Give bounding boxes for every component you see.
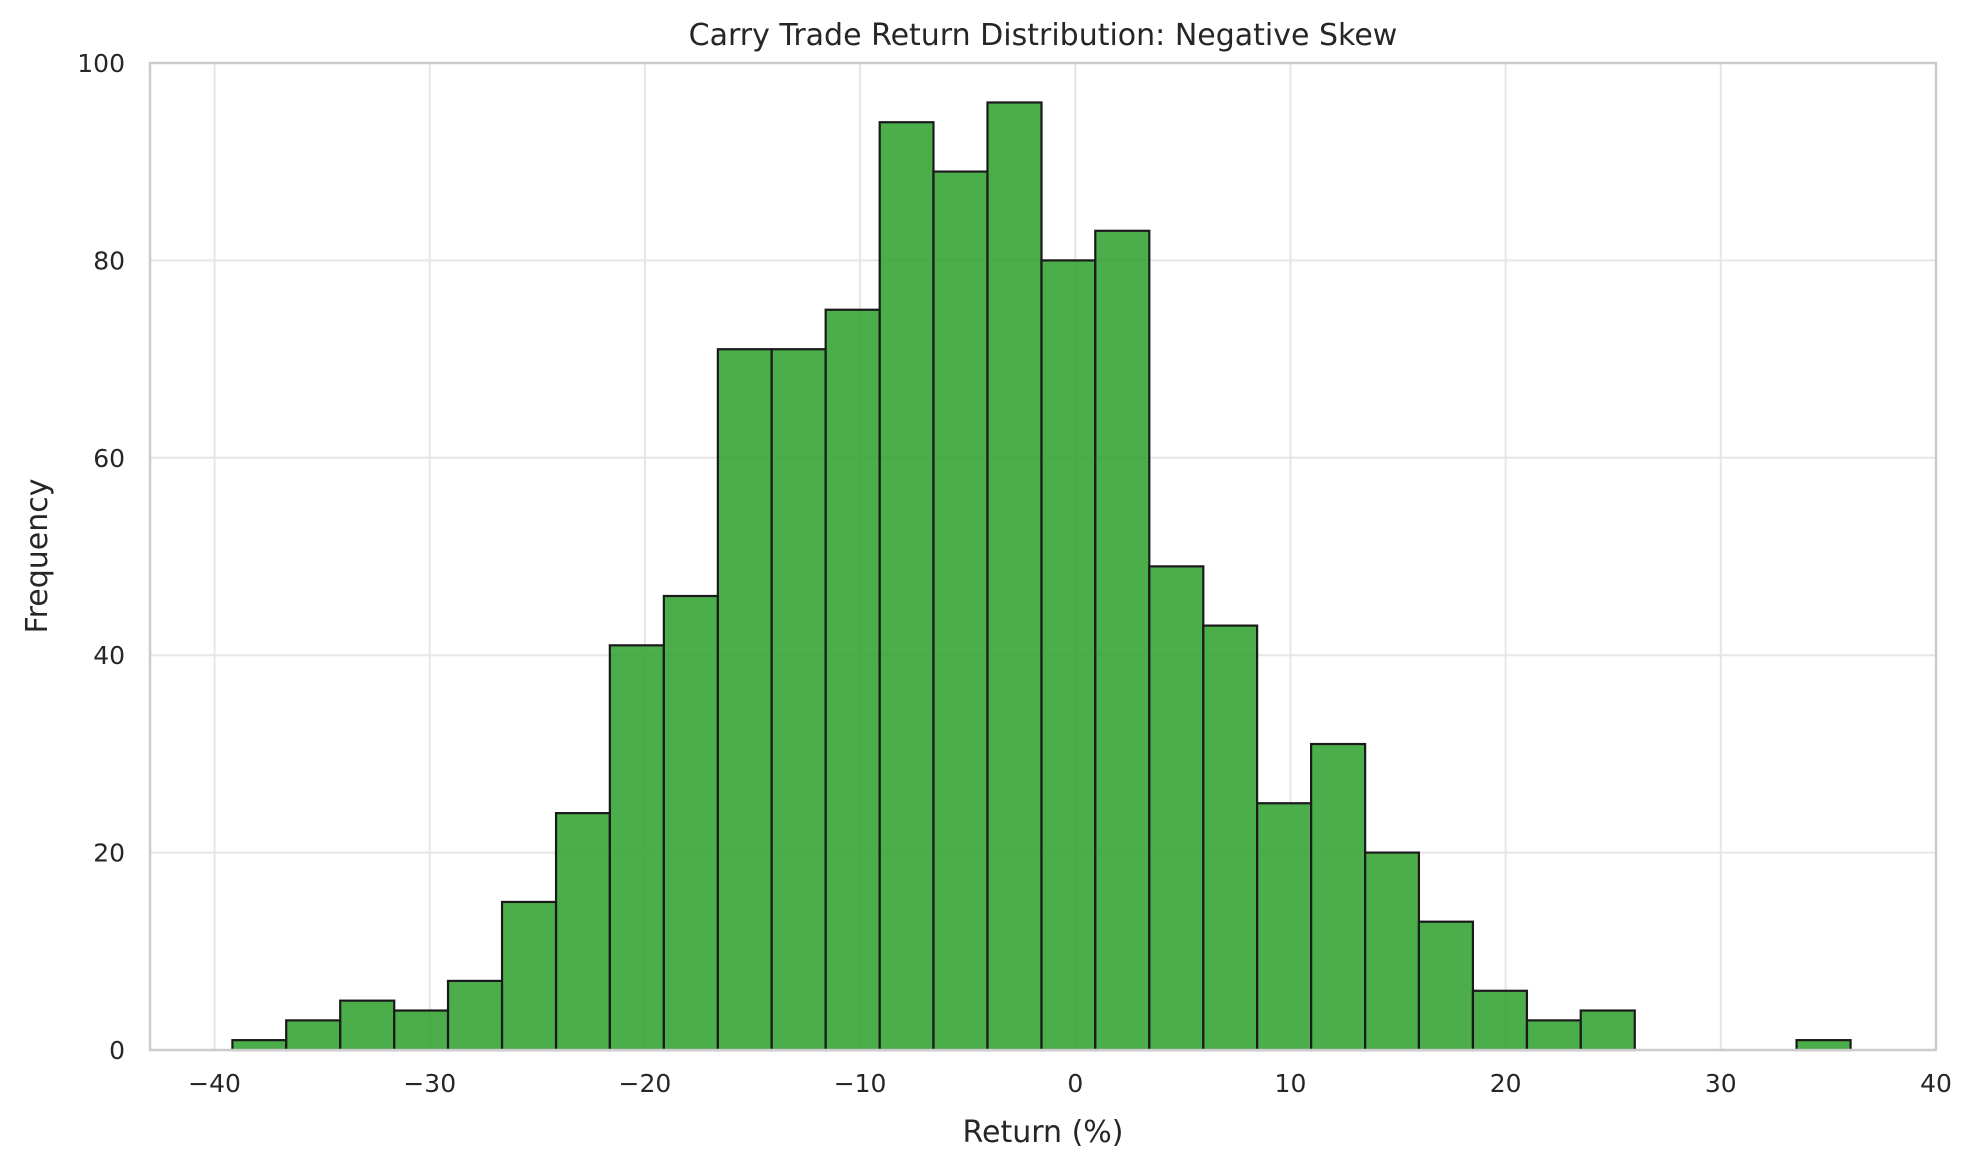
histogram-bar — [1471, 989, 1529, 1052]
histogram-bar — [1310, 742, 1367, 1052]
histogram-bar — [770, 348, 827, 1052]
x-tick-label: 30 — [1705, 1069, 1737, 1098]
histogram-bar — [1040, 259, 1097, 1052]
histogram-bar — [446, 979, 504, 1052]
histogram-bar — [1094, 229, 1151, 1052]
chart-title: Carry Trade Return Distribution: Negativ… — [689, 18, 1398, 53]
x-axis-ticks: −40 −30 −20 −10 0 10 20 30 40 — [188, 1069, 1952, 1098]
y-tick-label: 40 — [93, 641, 125, 670]
histogram-bar — [231, 1039, 288, 1052]
x-tick-label: 0 — [1067, 1069, 1083, 1098]
histogram-bar — [662, 594, 719, 1052]
histogram-bar — [1525, 1019, 1582, 1052]
y-axis-ticks: 0 20 40 60 80 100 — [77, 49, 125, 1065]
histogram-bar — [932, 170, 989, 1052]
histogram-bar — [554, 812, 611, 1052]
y-tick-label: 20 — [93, 839, 125, 868]
histogram-bar — [500, 900, 558, 1052]
x-tick-label: 10 — [1275, 1069, 1307, 1098]
histogram-bar — [1579, 1009, 1636, 1052]
histogram-bar — [1202, 624, 1259, 1052]
histogram-bar — [986, 101, 1043, 1052]
histogram-bar — [1417, 920, 1475, 1052]
y-tick-label: 100 — [77, 49, 125, 78]
histogram-bar — [716, 348, 773, 1052]
x-tick-label: −20 — [619, 1069, 672, 1098]
x-tick-label: 40 — [1920, 1069, 1952, 1098]
y-tick-label: 80 — [93, 246, 125, 275]
histogram-bar — [1256, 802, 1313, 1052]
x-axis-label: Return (%) — [962, 1115, 1123, 1150]
histogram-bar — [1148, 565, 1205, 1052]
x-tick-label: −30 — [403, 1069, 456, 1098]
histogram-bars — [231, 101, 1852, 1052]
x-tick-label: −40 — [188, 1069, 241, 1098]
histogram-bar — [1364, 851, 1421, 1052]
y-axis-label: Frequency — [20, 479, 55, 634]
x-tick-label: −10 — [834, 1069, 887, 1098]
plot-frame — [148, 61, 1938, 1052]
histogram-bar — [878, 121, 935, 1052]
y-tick-label: 0 — [109, 1036, 125, 1065]
x-tick-label: 20 — [1490, 1069, 1522, 1098]
histogram-bar — [393, 1009, 450, 1052]
histogram-bar — [285, 1019, 342, 1052]
histogram-bar — [1795, 1039, 1852, 1052]
histogram-bar — [824, 308, 881, 1052]
histogram-bar — [608, 644, 665, 1052]
y-tick-label: 60 — [93, 444, 125, 473]
histogram-bar — [339, 999, 396, 1052]
